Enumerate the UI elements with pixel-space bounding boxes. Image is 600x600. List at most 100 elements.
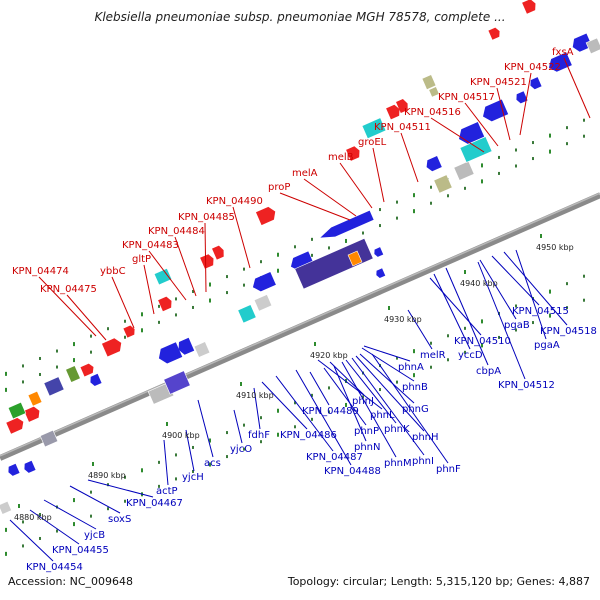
gene-feature (90, 373, 102, 386)
guide-dot (413, 209, 415, 214)
guide-dot (209, 438, 211, 443)
guide-dot (345, 238, 347, 243)
gene-arrow-forward (101, 338, 122, 357)
leader-reverse (261, 381, 308, 430)
leader-reverse (9, 519, 54, 562)
guide-dot (294, 245, 296, 249)
gene-arrow-forward (346, 146, 360, 161)
guide-dot (447, 194, 449, 198)
gene-arrow-reverse (8, 463, 20, 476)
guide-dot (158, 460, 160, 464)
gene-feature (193, 341, 211, 358)
gene-arrow-reverse (178, 337, 195, 355)
leader-reverse (29, 509, 80, 545)
guide-dot (447, 358, 449, 362)
gene-label-reverse: yjcH (182, 472, 204, 483)
guide-dot (379, 388, 381, 392)
leader-forward (232, 206, 251, 269)
leader-reverse (185, 429, 195, 472)
guide-dot (583, 134, 585, 138)
guide-dot (379, 224, 381, 228)
guide-dot (583, 118, 585, 122)
gene-label-forward: proP (268, 182, 290, 193)
gene-feature (347, 250, 363, 267)
guide-dot (73, 358, 75, 363)
gene-label-forward: KPN_04483 (122, 240, 179, 251)
guide-dot (294, 401, 296, 405)
gene-box (163, 370, 191, 395)
gene-label-forward: melA (292, 168, 318, 179)
gene-label-reverse: phnL (370, 410, 395, 421)
leader-reverse (479, 259, 517, 320)
tick-mark (92, 462, 94, 466)
gene-feature (453, 160, 475, 181)
gene-feature (426, 156, 442, 172)
guide-dot (209, 298, 211, 303)
guide-dot (124, 475, 126, 479)
guide-dot (515, 148, 517, 152)
gene-feature (428, 86, 440, 98)
gene-label-forward: KPN_04516 (404, 107, 461, 118)
backbone-line (0, 192, 600, 461)
gene-feature (24, 406, 40, 422)
leader-forward (66, 294, 107, 341)
gene-label-reverse: pgaA (534, 340, 560, 351)
label-leader-lines (9, 57, 591, 562)
guide-dot (107, 327, 109, 331)
gene-arrow-reverse (516, 91, 528, 104)
tick-label: 4890 kbp (88, 471, 126, 480)
leader-reverse (163, 439, 169, 486)
guide-dot (498, 155, 500, 159)
guide-dot (481, 179, 483, 184)
gene-label-forward: melB (328, 152, 354, 163)
gene-box (421, 74, 437, 90)
gene-arrow-reverse (376, 268, 386, 279)
guide-dot (294, 425, 296, 429)
gene-label-reverse: KPN_04512 (498, 380, 555, 391)
gene-feature (548, 52, 572, 72)
gene-label-reverse: phnI (412, 456, 434, 467)
gene-feature (530, 77, 542, 90)
genome-backbone (0, 192, 600, 461)
gene-feature (255, 206, 276, 226)
gene-feature (123, 325, 135, 338)
gene-arrow-forward (80, 363, 94, 377)
gene-label-reverse: KPN_04489 (302, 406, 359, 417)
gene-label-reverse: KPN_04467 (126, 498, 183, 509)
guide-dot (158, 304, 160, 308)
gene-label-reverse: phnN (354, 442, 381, 453)
guide-dot (260, 260, 262, 264)
guide-dot (90, 334, 92, 338)
guide-dot (22, 380, 24, 384)
guide-dot (413, 373, 415, 378)
gene-box (65, 365, 81, 383)
gene-feature (6, 417, 24, 434)
gene-arrow-reverse (90, 373, 102, 386)
guide-dot (430, 365, 432, 369)
gene-label-reverse: KPN_04486 (280, 430, 337, 441)
gene-feature (39, 429, 59, 448)
leader-reverse (355, 355, 425, 432)
guide-dot (124, 319, 126, 323)
gene-box (347, 250, 363, 267)
gene-feature (522, 0, 536, 14)
guide-dot (532, 157, 534, 161)
guide-dot (192, 289, 194, 293)
guide-dot (311, 237, 313, 241)
gene-arrow-forward (6, 417, 24, 434)
leader-forward (111, 276, 135, 329)
gene-feature (361, 117, 387, 140)
guide-dot (464, 186, 466, 190)
guide-dot (192, 305, 194, 309)
gene-label-reverse: phnF (436, 464, 461, 475)
gene-feature (0, 500, 12, 515)
gene-label-reverse: cbpA (476, 366, 501, 377)
guide-dot (481, 319, 483, 324)
gene-label-reverse: soxS (108, 514, 131, 525)
guide-dot (311, 393, 313, 397)
guide-dot (464, 326, 466, 330)
gene-arrow-forward (212, 245, 224, 260)
map-title: Klebsiella pneumoniae subsp. pneumoniae … (94, 10, 506, 24)
gene-label-forward: KPN_04490 (206, 196, 263, 207)
